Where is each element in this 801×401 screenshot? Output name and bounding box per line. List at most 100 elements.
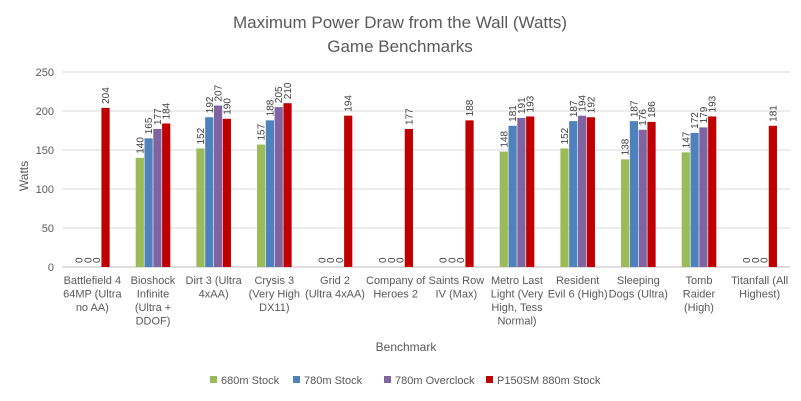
x-tick-label: Company of Heroes 2	[366, 275, 426, 301]
bar	[577, 115, 587, 268]
y-axis-label: Watts	[17, 161, 31, 191]
bar	[205, 117, 214, 268]
bar	[708, 116, 717, 268]
data-label: 0	[760, 257, 771, 263]
bar	[629, 121, 639, 267]
data-label: 0	[439, 257, 450, 263]
bar	[526, 116, 535, 268]
data-label: 0	[456, 257, 467, 263]
y-axis-ticks: 0 50 100 150 200 250	[36, 67, 54, 274]
y-tick-label: 50	[42, 223, 54, 235]
legend-label: 680m Stock	[221, 375, 280, 387]
data-label: 210	[283, 82, 294, 99]
bar	[621, 159, 630, 267]
gridlines	[62, 71, 790, 268]
legend-label: 780m Overclock	[395, 375, 475, 387]
legend-label: P150SM 880m Stock	[497, 375, 601, 387]
legend-swatch	[293, 376, 300, 383]
data-label: 147	[681, 131, 692, 148]
bar	[213, 105, 223, 267]
data-label: 0	[317, 257, 328, 263]
bar	[681, 152, 690, 267]
data-label: 0	[396, 257, 407, 263]
bar	[560, 148, 569, 267]
bar	[768, 125, 777, 267]
bar	[162, 123, 171, 267]
legend-swatch	[486, 376, 493, 383]
bars	[101, 103, 777, 268]
data-label: 0	[751, 257, 762, 263]
x-axis-categories: Battlefield 4 64MP (Ultra no AA)Bioshock In…	[63, 275, 788, 328]
data-label: 194	[578, 95, 589, 112]
chart-subtitle: Game Benchmarks	[327, 37, 473, 56]
data-label: 192	[205, 96, 216, 113]
y-tick-label: 150	[36, 145, 54, 157]
bar	[344, 115, 353, 268]
x-tick-label: Sleeping Dogs (Ultra)	[609, 275, 668, 301]
data-label: 207	[214, 84, 225, 101]
x-tick-label: Tomb Raider (High)	[683, 275, 716, 314]
data-label: 193	[526, 95, 537, 112]
bar	[699, 127, 708, 267]
data-label: 186	[647, 101, 658, 118]
bar	[508, 125, 517, 267]
bar	[274, 107, 283, 267]
bar	[101, 107, 110, 267]
bar	[569, 121, 578, 267]
data-label: 205	[274, 86, 285, 103]
bar	[144, 138, 153, 267]
bar	[257, 144, 266, 267]
data-label: 188	[265, 99, 276, 116]
data-label: 187	[629, 100, 640, 117]
bar	[465, 120, 474, 267]
x-tick-label: Battlefield 4 64MP (Ultra no AA)	[63, 275, 122, 314]
x-axis-label: Benchmark	[376, 340, 438, 354]
data-label: 0	[387, 257, 398, 263]
bar	[690, 132, 699, 267]
data-labels: 0002041401651771841521922071901571882052…	[75, 82, 780, 263]
data-label: 192	[586, 96, 597, 113]
y-tick-label: 250	[36, 67, 54, 79]
bar	[153, 128, 162, 267]
data-label: 188	[465, 99, 476, 116]
data-label: 157	[257, 123, 268, 140]
data-label: 0	[83, 257, 94, 263]
data-label: 165	[144, 117, 155, 134]
data-label: 0	[326, 257, 337, 263]
bar	[404, 128, 413, 267]
data-label: 190	[222, 98, 233, 115]
data-label: 177	[404, 108, 415, 125]
bar	[647, 121, 656, 267]
bar	[283, 103, 292, 267]
data-label: 138	[621, 138, 632, 155]
data-label: 181	[768, 105, 779, 122]
x-tick-label: Grid 2 (Ultra 4xAA)	[305, 275, 365, 301]
bar	[196, 148, 205, 267]
bar	[499, 151, 508, 267]
bar	[517, 118, 526, 268]
data-label: 184	[162, 102, 173, 119]
data-label: 176	[638, 109, 649, 126]
data-label: 172	[690, 112, 701, 129]
y-tick-label: 100	[36, 184, 54, 196]
data-label: 177	[153, 108, 164, 125]
chart-title: Maximum Power Draw from the Wall (Watts)	[233, 13, 567, 32]
legend-label: 780m Stock	[304, 375, 363, 387]
x-tick-label: Titanfall (All Highest)	[731, 275, 788, 301]
data-label: 0	[378, 257, 389, 263]
data-label: 0	[447, 257, 458, 263]
data-label: 191	[517, 97, 528, 114]
legend-swatch	[210, 376, 217, 383]
data-label: 140	[135, 137, 146, 154]
data-label: 148	[499, 130, 510, 147]
data-label: 0	[92, 257, 103, 263]
data-label: 0	[742, 257, 753, 263]
bar	[265, 120, 275, 267]
bar	[638, 129, 647, 267]
data-label: 181	[508, 105, 519, 122]
x-tick-label: Bioshock Infinite (Ultra + DDOF)	[131, 275, 176, 328]
legend-swatch	[384, 376, 391, 383]
y-tick-label: 200	[36, 106, 54, 118]
